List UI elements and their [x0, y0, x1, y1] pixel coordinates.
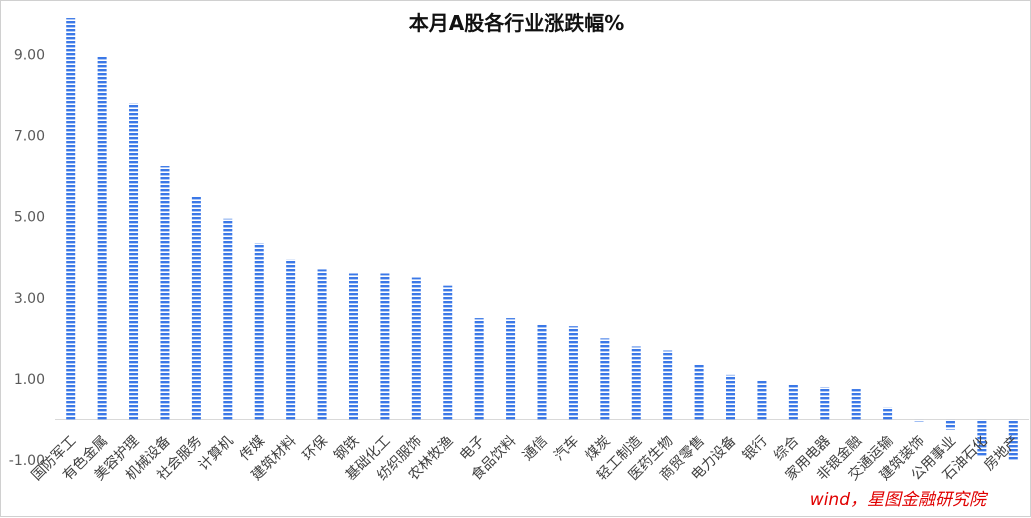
bar-社会服务: [191, 196, 201, 420]
bar-家用电器: [820, 387, 830, 420]
y-tick-label: 7.00: [14, 129, 45, 145]
bar-建筑装饰: [914, 419, 924, 422]
bar-通信: [537, 324, 547, 420]
bar-银行: [757, 380, 767, 420]
bar-交通运输: [883, 407, 893, 420]
y-tick-label: -1.00: [9, 453, 45, 469]
bar-有色金属: [97, 56, 107, 420]
bar-国防军工: [66, 18, 76, 420]
source-note: wind，星图金融研究院: [809, 490, 986, 510]
bar-基础化工: [380, 273, 390, 420]
y-tick-label: 9.00: [14, 48, 45, 64]
bar-食品饮料: [506, 318, 516, 420]
x-category-label: 通信: [520, 433, 551, 464]
y-tick-label: 5.00: [14, 210, 45, 226]
bar-机械设备: [160, 166, 170, 420]
bar-计算机: [223, 218, 233, 420]
bar-公用事业: [945, 419, 955, 430]
x-category-label: 汽车: [550, 432, 582, 464]
bar-汽车: [568, 326, 578, 420]
bar-美容护理: [129, 103, 139, 420]
bar-电子: [474, 318, 484, 420]
x-category-label: 环保: [300, 433, 331, 464]
bar-轻工制造: [631, 346, 641, 420]
y-tick-label: 3.00: [14, 291, 45, 307]
bar-综合: [788, 384, 798, 420]
bar-医药生物: [663, 350, 673, 420]
chart-title: 本月A股各行业涨跌幅%: [408, 11, 625, 35]
bar-农林牧渔: [443, 285, 453, 420]
bar-环保: [317, 269, 327, 420]
bar-非银金融: [851, 389, 861, 420]
bar-传媒: [254, 243, 264, 420]
bar-建筑材料: [286, 259, 296, 420]
bar-房地产: [1008, 419, 1018, 460]
y-tick-label: 1.00: [14, 372, 45, 388]
bar-电力设备: [726, 374, 736, 420]
bar-商贸零售: [694, 364, 704, 420]
x-category-label: 银行: [740, 433, 771, 464]
bar-钢铁: [348, 273, 358, 420]
bar-石油石化: [977, 419, 987, 456]
x-category-label: 计算机: [196, 433, 237, 474]
bar-纺织服饰: [411, 277, 421, 420]
bar-煤炭: [600, 338, 610, 420]
